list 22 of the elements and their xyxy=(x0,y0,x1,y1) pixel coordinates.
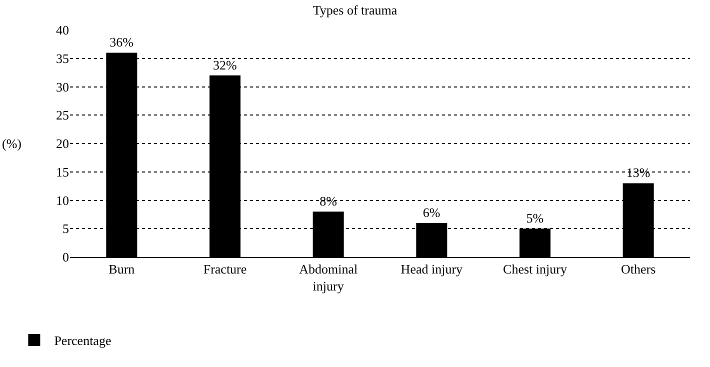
x-tick-label: Burn xyxy=(108,262,136,277)
x-tick-label: Head injury xyxy=(400,262,464,277)
y-tick-label: 40 xyxy=(56,22,69,38)
x-tick-label: Others xyxy=(620,262,656,277)
x-tick-label: Chest injury xyxy=(503,262,568,277)
y-tick-label: 15 xyxy=(56,164,69,180)
data-label: 32% xyxy=(213,57,237,72)
y-tick-label: 0 xyxy=(62,250,69,265)
y-tick-label: 30 xyxy=(56,79,69,94)
y-axis-title: (%) xyxy=(2,136,22,151)
y-tick-label: 5 xyxy=(62,221,69,236)
chart-title: Types of trauma xyxy=(312,2,398,18)
y-tick-label: 10 xyxy=(56,192,69,208)
y-tick-label: 20 xyxy=(56,136,69,152)
x-tick-label: Abdominal injury xyxy=(299,262,358,294)
y-tick-label: 25 xyxy=(56,108,69,123)
legend-label: Percentage xyxy=(54,333,112,348)
data-label: 6% xyxy=(422,204,440,220)
data-label: 5% xyxy=(526,210,544,226)
y-tick-label: 35 xyxy=(56,50,69,66)
x-tick-label: Fracture xyxy=(203,262,247,277)
data-label: 36% xyxy=(110,34,134,50)
